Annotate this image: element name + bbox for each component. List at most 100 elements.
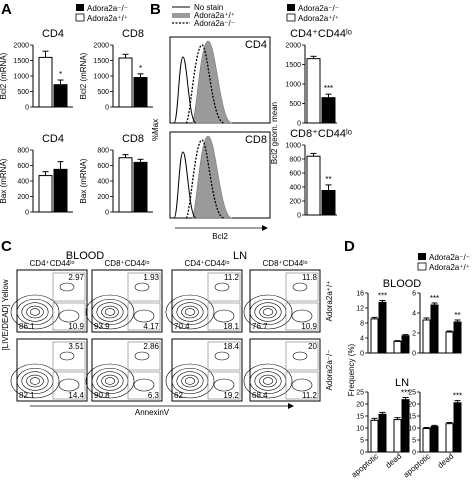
legend-d-ko-swatch — [418, 253, 426, 260]
c-plot-7-contour-3 — [259, 374, 277, 388]
a-bax-cd8-ytick-label-4: 800 — [97, 148, 109, 155]
d-plot-0-bar-ko-0 — [378, 301, 387, 354]
d-plot-3-cat-1: dead — [436, 452, 455, 470]
b-hist-0-nostain-line — [173, 56, 197, 124]
d-plot-3-ytick-label-1: 5 — [412, 438, 416, 445]
panel-label-a: A — [1, 1, 12, 18]
legend-b-wt-label: Adora2a⁺/⁺ — [194, 11, 235, 20]
d-plot-1-bar-wt-0 — [422, 319, 431, 354]
b-bar-cd8-bar-wt — [306, 155, 321, 216]
b-bar-cd4-ytick-label-4: 2000 — [285, 43, 301, 50]
c-plot-6-gate-dead — [207, 341, 241, 371]
c-plot-4-contour-4 — [29, 377, 41, 385]
d-group-blood: BLOOD — [383, 278, 422, 290]
c-plot-7-contour-4 — [262, 377, 274, 385]
b-bar-cd8-ytick-label-2: 400 — [289, 185, 301, 192]
legend-b-ko-label: Adora2a⁻/⁻ — [194, 19, 235, 28]
legend-a-wt-swatch — [75, 13, 85, 22]
legend-d-wt-label: Adora2a⁺/⁺ — [429, 263, 470, 272]
c-plot-6-contour-2 — [176, 371, 204, 391]
b-bar-cd4-title: CD4⁺CD44ˡᵒ — [290, 28, 352, 40]
b-bar-cd8-ytick-label-4: 800 — [289, 157, 301, 164]
d-plot-3-ytick-label-0: 0 — [412, 450, 416, 457]
c-plot-2-q-ll: 70.4 — [174, 322, 190, 331]
c-plot-2-contour-dead — [214, 282, 230, 292]
d-plot-3-ytick-label-4: 20 — [408, 402, 416, 409]
c-plot-5-gate-dead — [127, 341, 161, 371]
a-bax-cd8-bar-ko — [133, 161, 148, 213]
d-plot-2-ytick-label-3: 15 — [356, 414, 364, 421]
a-bax-cd8-ytick-label-3: 600 — [97, 163, 109, 170]
a-bcl2-cd8-ytick-label-0: 0 — [105, 105, 109, 112]
c-col-title-3: CD8⁺CD44ˡᵒ — [263, 259, 308, 268]
legend-d-ko-label: Adora2a⁻/⁻ — [429, 253, 470, 262]
a-bax-cd8-ylabel: Bax (mRNA) — [79, 158, 88, 203]
c-plot-7-gate-apop — [285, 371, 319, 400]
c-plot-1-contour-4 — [104, 308, 116, 316]
c-plot-3-contour-dead — [292, 282, 308, 292]
c-plot-5-contour-3 — [101, 374, 119, 388]
a-bax-cd4-bar-ko — [53, 168, 68, 213]
c-plot-1-q-ll: 93.9 — [94, 322, 110, 331]
legend-b2-wt-swatch — [286, 13, 296, 22]
c-plot-1-contour-2 — [96, 302, 124, 322]
c-plot-1-contour-dead — [134, 282, 150, 292]
b-bar-cd4-sig: *** — [324, 84, 333, 93]
legend-a: Adora2a⁻/⁻ Adora2a⁺/⁺ — [75, 4, 128, 23]
a-bax-cd4-title: CD4 — [42, 133, 64, 145]
c-plot-6-gate-apop — [207, 371, 241, 400]
b-bar-cd4-bar-wt — [306, 58, 321, 124]
b-hist-0-wt-fill — [191, 40, 233, 124]
a-bcl2-cd4-ytick-label-2: 1000 — [13, 74, 29, 81]
c-plot-0-contour-0 — [10, 294, 60, 330]
legend-b-nostain-label: No stain — [194, 3, 223, 12]
c-plot-7-q-lr: 11.2 — [302, 391, 318, 400]
b-bar-cd8-ytick-label-0: 0 — [297, 213, 301, 220]
d-plot-1-ytick-label-2: 4 — [412, 311, 416, 318]
d-plot-1-bar-ko-1 — [453, 321, 462, 354]
a-bax-cd8-ytick-label-2: 400 — [97, 179, 109, 186]
c-plot-1-q-ur: 1.93 — [143, 273, 159, 282]
c-plot-5-contour-2 — [96, 371, 124, 391]
c-plot-3-gate-dead — [285, 272, 319, 302]
a-bax-cd8-ytick-label-1: 200 — [97, 194, 109, 201]
d-plot-3-bar-ko-1 — [453, 402, 462, 453]
d-plot-0-ytick-label-0: 0 — [360, 351, 364, 358]
c-plot-7-contour-dead — [292, 351, 308, 361]
panel-label-d: D — [344, 238, 355, 255]
c-plot-2-contour-2 — [176, 302, 204, 322]
a-bcl2-cd8-ylabel: Bcl2 (mRNA) — [79, 52, 88, 99]
d-plot-1-sig-1: ** — [454, 311, 460, 320]
b-hist-0-ko-line — [185, 44, 225, 124]
c-plot-6-q-lr: 19.2 — [223, 391, 239, 400]
d-plot-3-bar-wt-1 — [445, 423, 454, 453]
b-bar-cd4-ytick-label-3: 1500 — [285, 62, 301, 69]
c-xarrow-head — [288, 403, 294, 409]
c-plot-6-q-ll: 62 — [174, 391, 183, 400]
b-hist-ylabel: %Max — [151, 119, 160, 141]
a-bcl2-cd4-ytick-label-0: 0 — [25, 105, 29, 112]
a-bcl2-cd4-ytick-label-3: 1500 — [13, 58, 29, 65]
c-plot-0-contour-dead — [59, 282, 75, 292]
c-plot-1-contour-3 — [101, 305, 119, 319]
c-plot-5-contour-dead — [134, 351, 150, 361]
d-plot-3-sig-1: *** — [453, 392, 462, 401]
legend-b2-ko-label: Adora2a⁻/⁻ — [298, 4, 339, 13]
d-plot-1-ytick-label-1: 2 — [412, 331, 416, 338]
d-plot-3-ytick-label-2: 10 — [408, 426, 416, 433]
b-hist-xarrow-head — [262, 225, 268, 231]
c-plot-4-gate-apop — [52, 371, 86, 400]
panel-label-c: C — [1, 238, 12, 255]
c-plot-4-contour-apop — [58, 378, 80, 392]
c-plot-7-contour-0 — [243, 363, 293, 399]
c-plot-5-gate-apop — [127, 371, 161, 400]
c-plot-4-gate-dead — [52, 341, 86, 371]
c-plot-0-contour-3 — [26, 305, 44, 319]
c-plot-2-contour-apop — [213, 309, 235, 323]
c-plot-3-gate-apop — [285, 302, 319, 331]
d-plot-0-bar-ko-1 — [401, 335, 410, 354]
c-group-title-0: BLOOD — [66, 250, 105, 262]
a-bcl2-cd8-ytick-label-2: 1000 — [93, 74, 109, 81]
